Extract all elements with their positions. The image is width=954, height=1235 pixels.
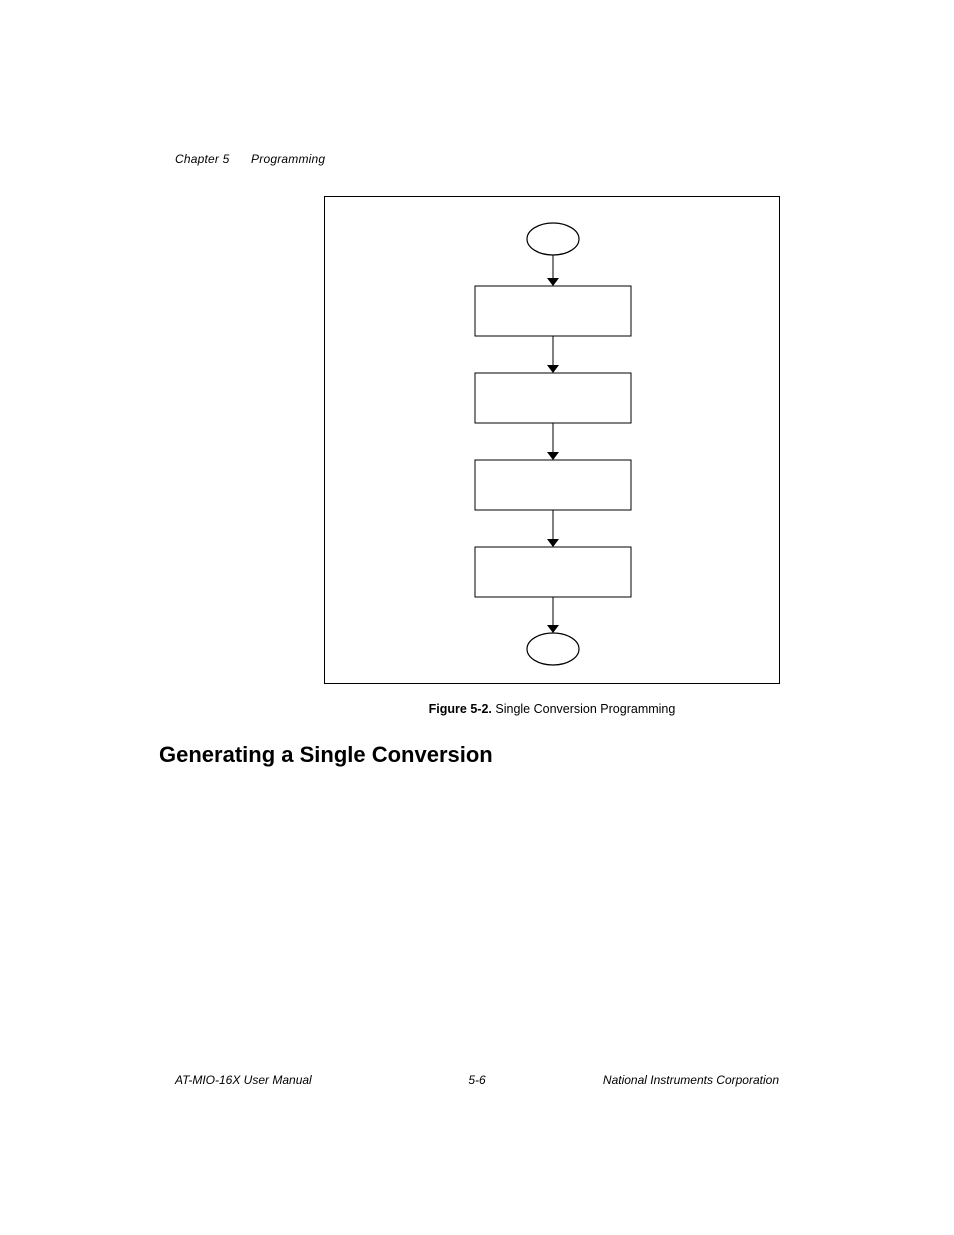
header-title: Programming — [251, 152, 325, 166]
figure: Figure 5-2. Single Conversion Programmin… — [324, 196, 780, 716]
section-heading: Generating a Single Conversion — [159, 742, 493, 768]
page-footer: AT-MIO-16X User Manual 5-6 National Inst… — [175, 1073, 779, 1087]
footer-center: 5-6 — [175, 1073, 779, 1087]
figure-box — [324, 196, 780, 684]
header-chapter: Chapter 5 — [175, 152, 230, 166]
running-header: Chapter 5 Programming — [175, 152, 325, 166]
figure-caption-text: Single Conversion Programming — [495, 702, 675, 716]
page: Chapter 5 Programming Figure 5-2. Single… — [0, 0, 954, 1235]
flowchart — [325, 197, 781, 685]
figure-caption: Figure 5-2. Single Conversion Programmin… — [324, 702, 780, 716]
figure-caption-label: Figure 5-2. — [429, 702, 492, 716]
